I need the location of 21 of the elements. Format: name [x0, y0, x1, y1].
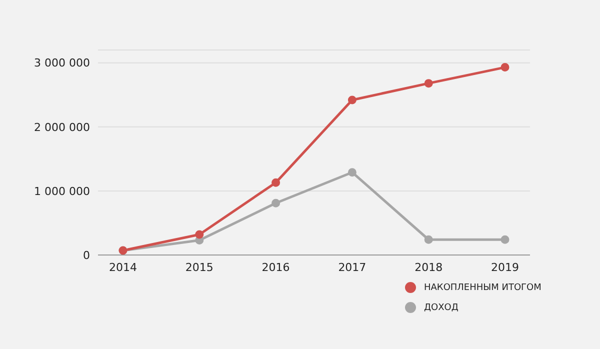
point [500, 235, 510, 244]
y-tick-label: 3 000 000 [34, 56, 90, 70]
point [424, 235, 433, 244]
point [195, 230, 204, 239]
point [348, 168, 356, 177]
x-tick-label: 2018 [414, 260, 443, 274]
y-tick-label: 0 [83, 248, 90, 262]
point [272, 178, 280, 187]
x-tick-label: 2019 [491, 260, 519, 274]
x-tick-label: 2015 [185, 260, 214, 274]
legend-label: НАКОПЛЕННЫМ ИТОГОМ [424, 282, 542, 292]
y-tick-label: 1 000 000 [34, 184, 90, 198]
point [500, 63, 510, 72]
legend-label: ДОХОД [424, 302, 458, 312]
point [424, 79, 433, 88]
x-tick-label: 2016 [262, 260, 290, 274]
y-tick-label: 2 000 000 [34, 120, 90, 134]
point [272, 198, 280, 208]
point [348, 96, 356, 104]
x-tick-label: 2014 [109, 260, 137, 274]
x-tick-label: 2017 [338, 260, 366, 274]
